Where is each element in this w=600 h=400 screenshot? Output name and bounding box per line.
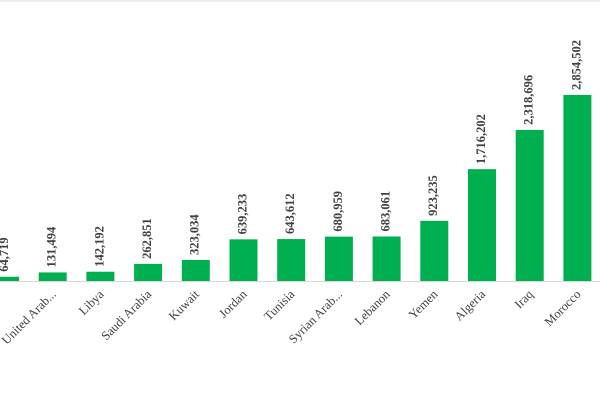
value-label: 323,034 <box>188 214 202 255</box>
bar <box>229 239 258 281</box>
bar <box>181 259 210 281</box>
bar <box>0 276 19 281</box>
bar <box>420 220 449 281</box>
value-label: 142,192 <box>92 226 106 267</box>
bar <box>563 95 592 281</box>
bar <box>372 236 401 281</box>
bar <box>86 271 115 281</box>
bar <box>468 169 496 281</box>
bar <box>38 272 67 281</box>
bar <box>277 239 306 281</box>
value-label: 643,612 <box>283 193 297 234</box>
value-label: 131,494 <box>45 226 59 267</box>
value-label: 923,235 <box>426 175 440 216</box>
value-label: 262,851 <box>140 218 154 259</box>
value-label: 64,719 <box>0 237 11 271</box>
value-label: 639,233 <box>235 194 249 235</box>
bar <box>134 263 163 281</box>
bar <box>324 236 353 281</box>
value-label: 2,854,502 <box>569 40 583 90</box>
value-label: 680,959 <box>331 191 345 232</box>
value-label: 2,318,696 <box>522 75 536 125</box>
value-label: 683,061 <box>378 191 392 232</box>
value-label: 1,716,202 <box>474 114 488 164</box>
bar <box>515 129 544 281</box>
